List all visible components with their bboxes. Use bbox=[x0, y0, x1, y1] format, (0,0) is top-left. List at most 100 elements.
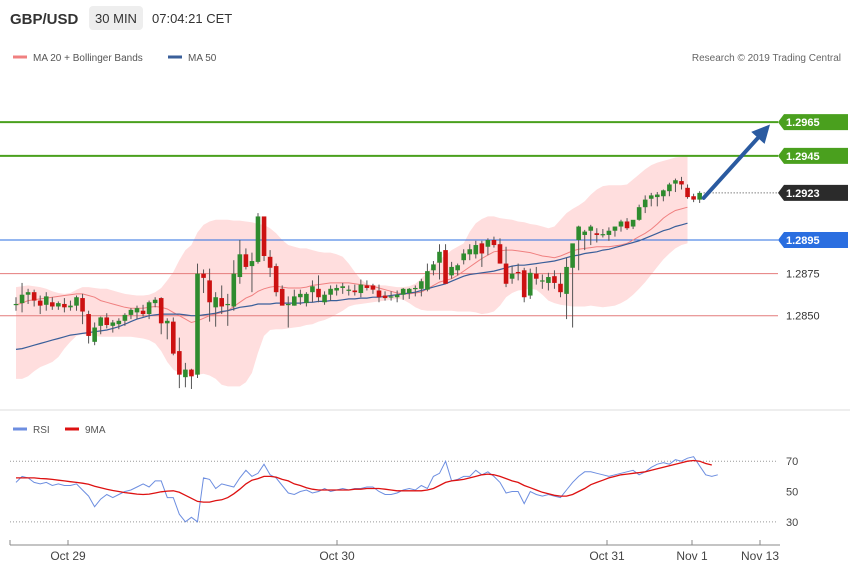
candle bbox=[207, 268, 212, 322]
key-levels bbox=[0, 121, 778, 317]
candle bbox=[600, 229, 606, 238]
candle-body bbox=[189, 369, 194, 377]
candle bbox=[261, 216, 267, 262]
candle-body bbox=[376, 290, 382, 298]
bollinger-band-fill bbox=[16, 155, 688, 387]
candle-body bbox=[570, 243, 575, 268]
ma50-line bbox=[15, 222, 688, 350]
candle-body bbox=[364, 285, 370, 288]
candle-body bbox=[437, 251, 442, 263]
candle-body bbox=[98, 317, 103, 326]
candle-body bbox=[679, 181, 684, 185]
candle-body bbox=[443, 250, 448, 284]
candle-body bbox=[382, 295, 388, 299]
ma9-legend-label: 9MA bbox=[85, 425, 106, 436]
candle-body bbox=[370, 285, 376, 290]
candle-body bbox=[334, 287, 339, 291]
candle-body bbox=[158, 298, 164, 324]
candle bbox=[679, 176, 684, 190]
candle bbox=[310, 280, 315, 303]
candle bbox=[56, 301, 61, 310]
candle-body bbox=[503, 263, 509, 284]
level-label-support_1: 1.2875 bbox=[786, 269, 820, 281]
candle-body bbox=[606, 230, 612, 235]
candle-body bbox=[104, 317, 110, 325]
candle-body bbox=[122, 314, 128, 321]
rsi-legend-label: RSI bbox=[33, 425, 50, 436]
candle-body bbox=[25, 292, 31, 295]
candle-body bbox=[134, 308, 140, 313]
candle bbox=[497, 238, 503, 264]
candle-body bbox=[322, 294, 327, 303]
candle-body bbox=[62, 303, 67, 308]
timeframe-label[interactable]: 30 MIN bbox=[95, 11, 137, 26]
candle-body bbox=[285, 303, 291, 306]
price-tags: 1.2965 1.2945 1.2923 1.2895 1.2875 1.2850 bbox=[778, 114, 848, 323]
candle bbox=[509, 266, 515, 284]
candle bbox=[473, 240, 479, 259]
bollinger-band bbox=[16, 155, 688, 387]
candle bbox=[37, 295, 43, 315]
candle-body bbox=[152, 299, 158, 304]
candle-body bbox=[68, 305, 73, 308]
candle-body bbox=[225, 303, 231, 306]
candle bbox=[461, 249, 466, 265]
candle bbox=[630, 219, 636, 230]
candle bbox=[479, 240, 485, 267]
candle-body bbox=[116, 320, 122, 325]
candle bbox=[419, 278, 424, 297]
candle-body bbox=[612, 226, 618, 231]
candle bbox=[43, 292, 49, 311]
candle bbox=[576, 225, 581, 271]
candle-body bbox=[546, 277, 551, 283]
candle-body bbox=[552, 276, 557, 283]
candle bbox=[25, 288, 31, 304]
candle bbox=[485, 238, 491, 256]
candle-body bbox=[171, 321, 176, 354]
candle bbox=[588, 224, 594, 246]
candle-body bbox=[279, 288, 285, 306]
candle bbox=[661, 189, 666, 202]
timeframe-box[interactable] bbox=[89, 6, 143, 30]
candle bbox=[98, 316, 103, 335]
candle bbox=[140, 304, 146, 317]
candle bbox=[273, 263, 279, 297]
candle-body bbox=[43, 296, 49, 305]
candle bbox=[68, 300, 73, 311]
candle bbox=[546, 272, 551, 291]
candle-body bbox=[146, 302, 152, 315]
candle bbox=[364, 280, 370, 291]
candle-body bbox=[491, 240, 497, 246]
candle bbox=[177, 337, 182, 389]
candle-body bbox=[346, 289, 352, 291]
candle bbox=[540, 274, 545, 289]
candle bbox=[110, 319, 116, 333]
candle bbox=[86, 310, 91, 344]
candle-body bbox=[667, 184, 672, 192]
symbol-title: GBP/USD bbox=[10, 11, 79, 28]
candle bbox=[582, 229, 587, 251]
candle bbox=[655, 192, 660, 207]
candle bbox=[406, 287, 412, 299]
x-tick-label: Nov 13 bbox=[741, 549, 779, 563]
candle bbox=[183, 362, 188, 388]
candle bbox=[443, 244, 448, 284]
candle bbox=[636, 204, 642, 221]
candle bbox=[624, 218, 630, 230]
candle bbox=[219, 285, 224, 315]
candle bbox=[455, 263, 460, 276]
candle-body bbox=[207, 280, 212, 303]
candle bbox=[376, 284, 382, 303]
candle bbox=[358, 279, 364, 298]
candle-body bbox=[527, 272, 533, 296]
candle bbox=[13, 297, 19, 311]
candle-body bbox=[540, 280, 545, 282]
candle bbox=[128, 308, 134, 320]
candle bbox=[104, 313, 110, 329]
candle bbox=[304, 292, 309, 307]
candle-body bbox=[237, 254, 243, 278]
candle-body bbox=[600, 234, 606, 236]
candle-body bbox=[201, 273, 206, 278]
candle bbox=[267, 250, 273, 278]
